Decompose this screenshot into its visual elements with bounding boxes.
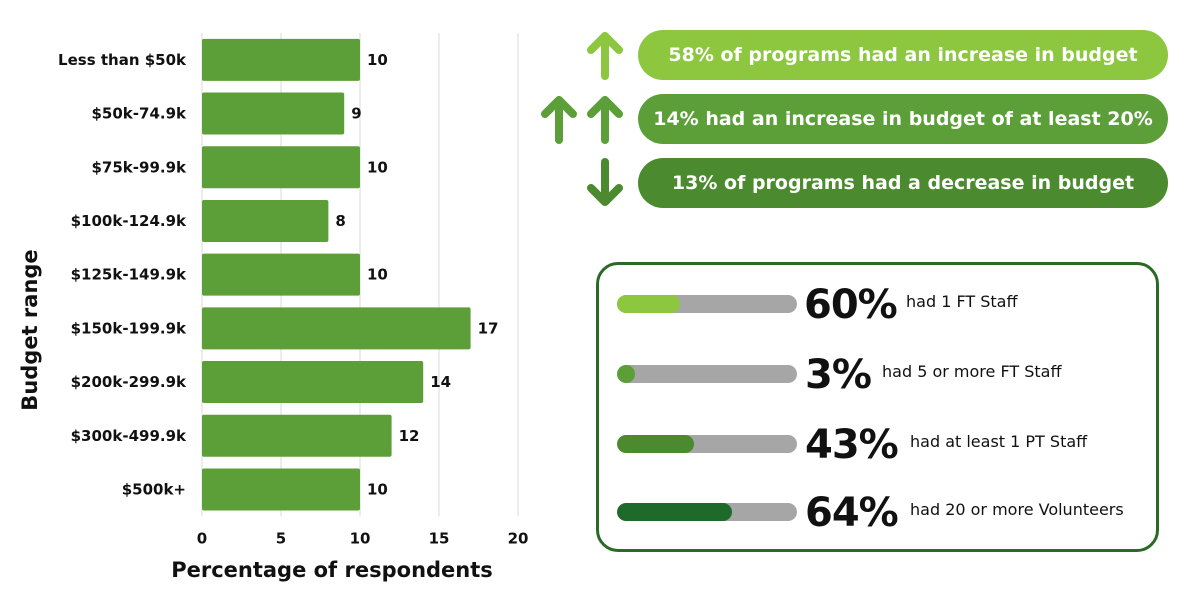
progress-fill (617, 365, 635, 383)
x-tick-label: 20 (508, 529, 529, 547)
category-label: $50k-74.9k (92, 105, 188, 123)
x-tick-label: 10 (350, 529, 371, 547)
bar (202, 92, 345, 135)
x-axis-title: Percentage of respondents (171, 558, 493, 582)
category-label: $300k-499.9k (71, 427, 187, 445)
budget-increase-20-pill: 14% had an increase in budget of at leas… (638, 94, 1168, 144)
category-label: $500k+ (122, 480, 186, 498)
category-label: $150k-199.9k (71, 319, 187, 337)
stat-percent: 3% (805, 352, 872, 398)
data-label: 14 (430, 373, 451, 391)
budget-decrease-row: 13% of programs had a decrease in budget (530, 158, 1170, 208)
budget-increase-pill: 58% of programs had an increase in budge… (638, 30, 1168, 80)
category-label: $100k-124.9k (71, 212, 187, 230)
stat-percent: 43% (805, 422, 899, 468)
category-label: $125k-149.9k (71, 266, 187, 284)
data-label: 10 (367, 480, 388, 498)
bar (202, 307, 471, 350)
category-label: $200k-299.9k (71, 373, 187, 391)
data-label: 10 (367, 158, 388, 176)
staff-stat-row: 64% had 20 or more Volunteers (599, 483, 1162, 543)
progress-track (617, 435, 797, 453)
stat-percent: 64% (805, 490, 899, 536)
staff-stat-row: 43% had at least 1 PT Staff (599, 415, 1162, 475)
progress-track (617, 365, 797, 383)
data-label: 17 (478, 319, 499, 337)
budget-increase-20-row: 14% had an increase in budget of at leas… (530, 94, 1170, 144)
x-tick-label: 5 (276, 529, 286, 547)
budget-range-bar-chart: 0 5 10 15 20 Less than $50k 10 $50k-74.9k 9 $75k-… (18, 33, 529, 582)
arrow-up-icon (587, 32, 623, 80)
bar (202, 146, 360, 189)
progress-fill (617, 435, 695, 453)
data-label: 8 (335, 212, 345, 230)
progress-fill (617, 503, 733, 521)
progress-track (617, 295, 797, 313)
progress-track (617, 503, 797, 521)
y-axis-title: Budget range (18, 249, 42, 410)
arrow-up-icon (587, 32, 623, 80)
bar (202, 38, 360, 81)
data-label: 10 (367, 266, 388, 284)
stat-description: had at least 1 PT Staff (910, 432, 1088, 451)
bar (202, 199, 329, 242)
budget-decrease-pill: 13% of programs had a decrease in budget (638, 158, 1168, 208)
bar (202, 414, 392, 457)
arrow-up-icon (541, 96, 577, 144)
data-label: 9 (351, 105, 361, 123)
x-tick-label: 0 (197, 529, 207, 547)
category-label: $75k-99.9k (92, 158, 188, 176)
arrow-up-icon (587, 96, 623, 144)
staffing-panel: 60% had 1 FT Staff 3% had 5 or more FT S… (596, 262, 1159, 552)
stat-percent: 60% (804, 282, 898, 328)
staff-stat-row: 60% had 1 FT Staff (599, 275, 1162, 335)
bar (202, 253, 360, 296)
stat-description: had 1 FT Staff (906, 292, 1018, 311)
progress-fill (617, 295, 680, 313)
arrow-down-icon (587, 158, 623, 206)
bar (202, 468, 360, 511)
arrow-down-icon (587, 158, 623, 206)
stat-description: had 20 or more Volunteers (910, 500, 1124, 519)
bar (202, 361, 424, 404)
category-label: Less than $50k (58, 51, 187, 69)
stat-description: had 5 or more FT Staff (882, 362, 1062, 381)
double-arrow-up-icon (541, 96, 623, 144)
x-tick-label: 15 (429, 529, 450, 547)
data-label: 10 (367, 51, 388, 69)
budget-increase-row: 58% of programs had an increase in budge… (530, 30, 1170, 80)
staff-stat-row: 3% had 5 or more FT Staff (599, 345, 1162, 405)
data-label: 12 (399, 427, 420, 445)
